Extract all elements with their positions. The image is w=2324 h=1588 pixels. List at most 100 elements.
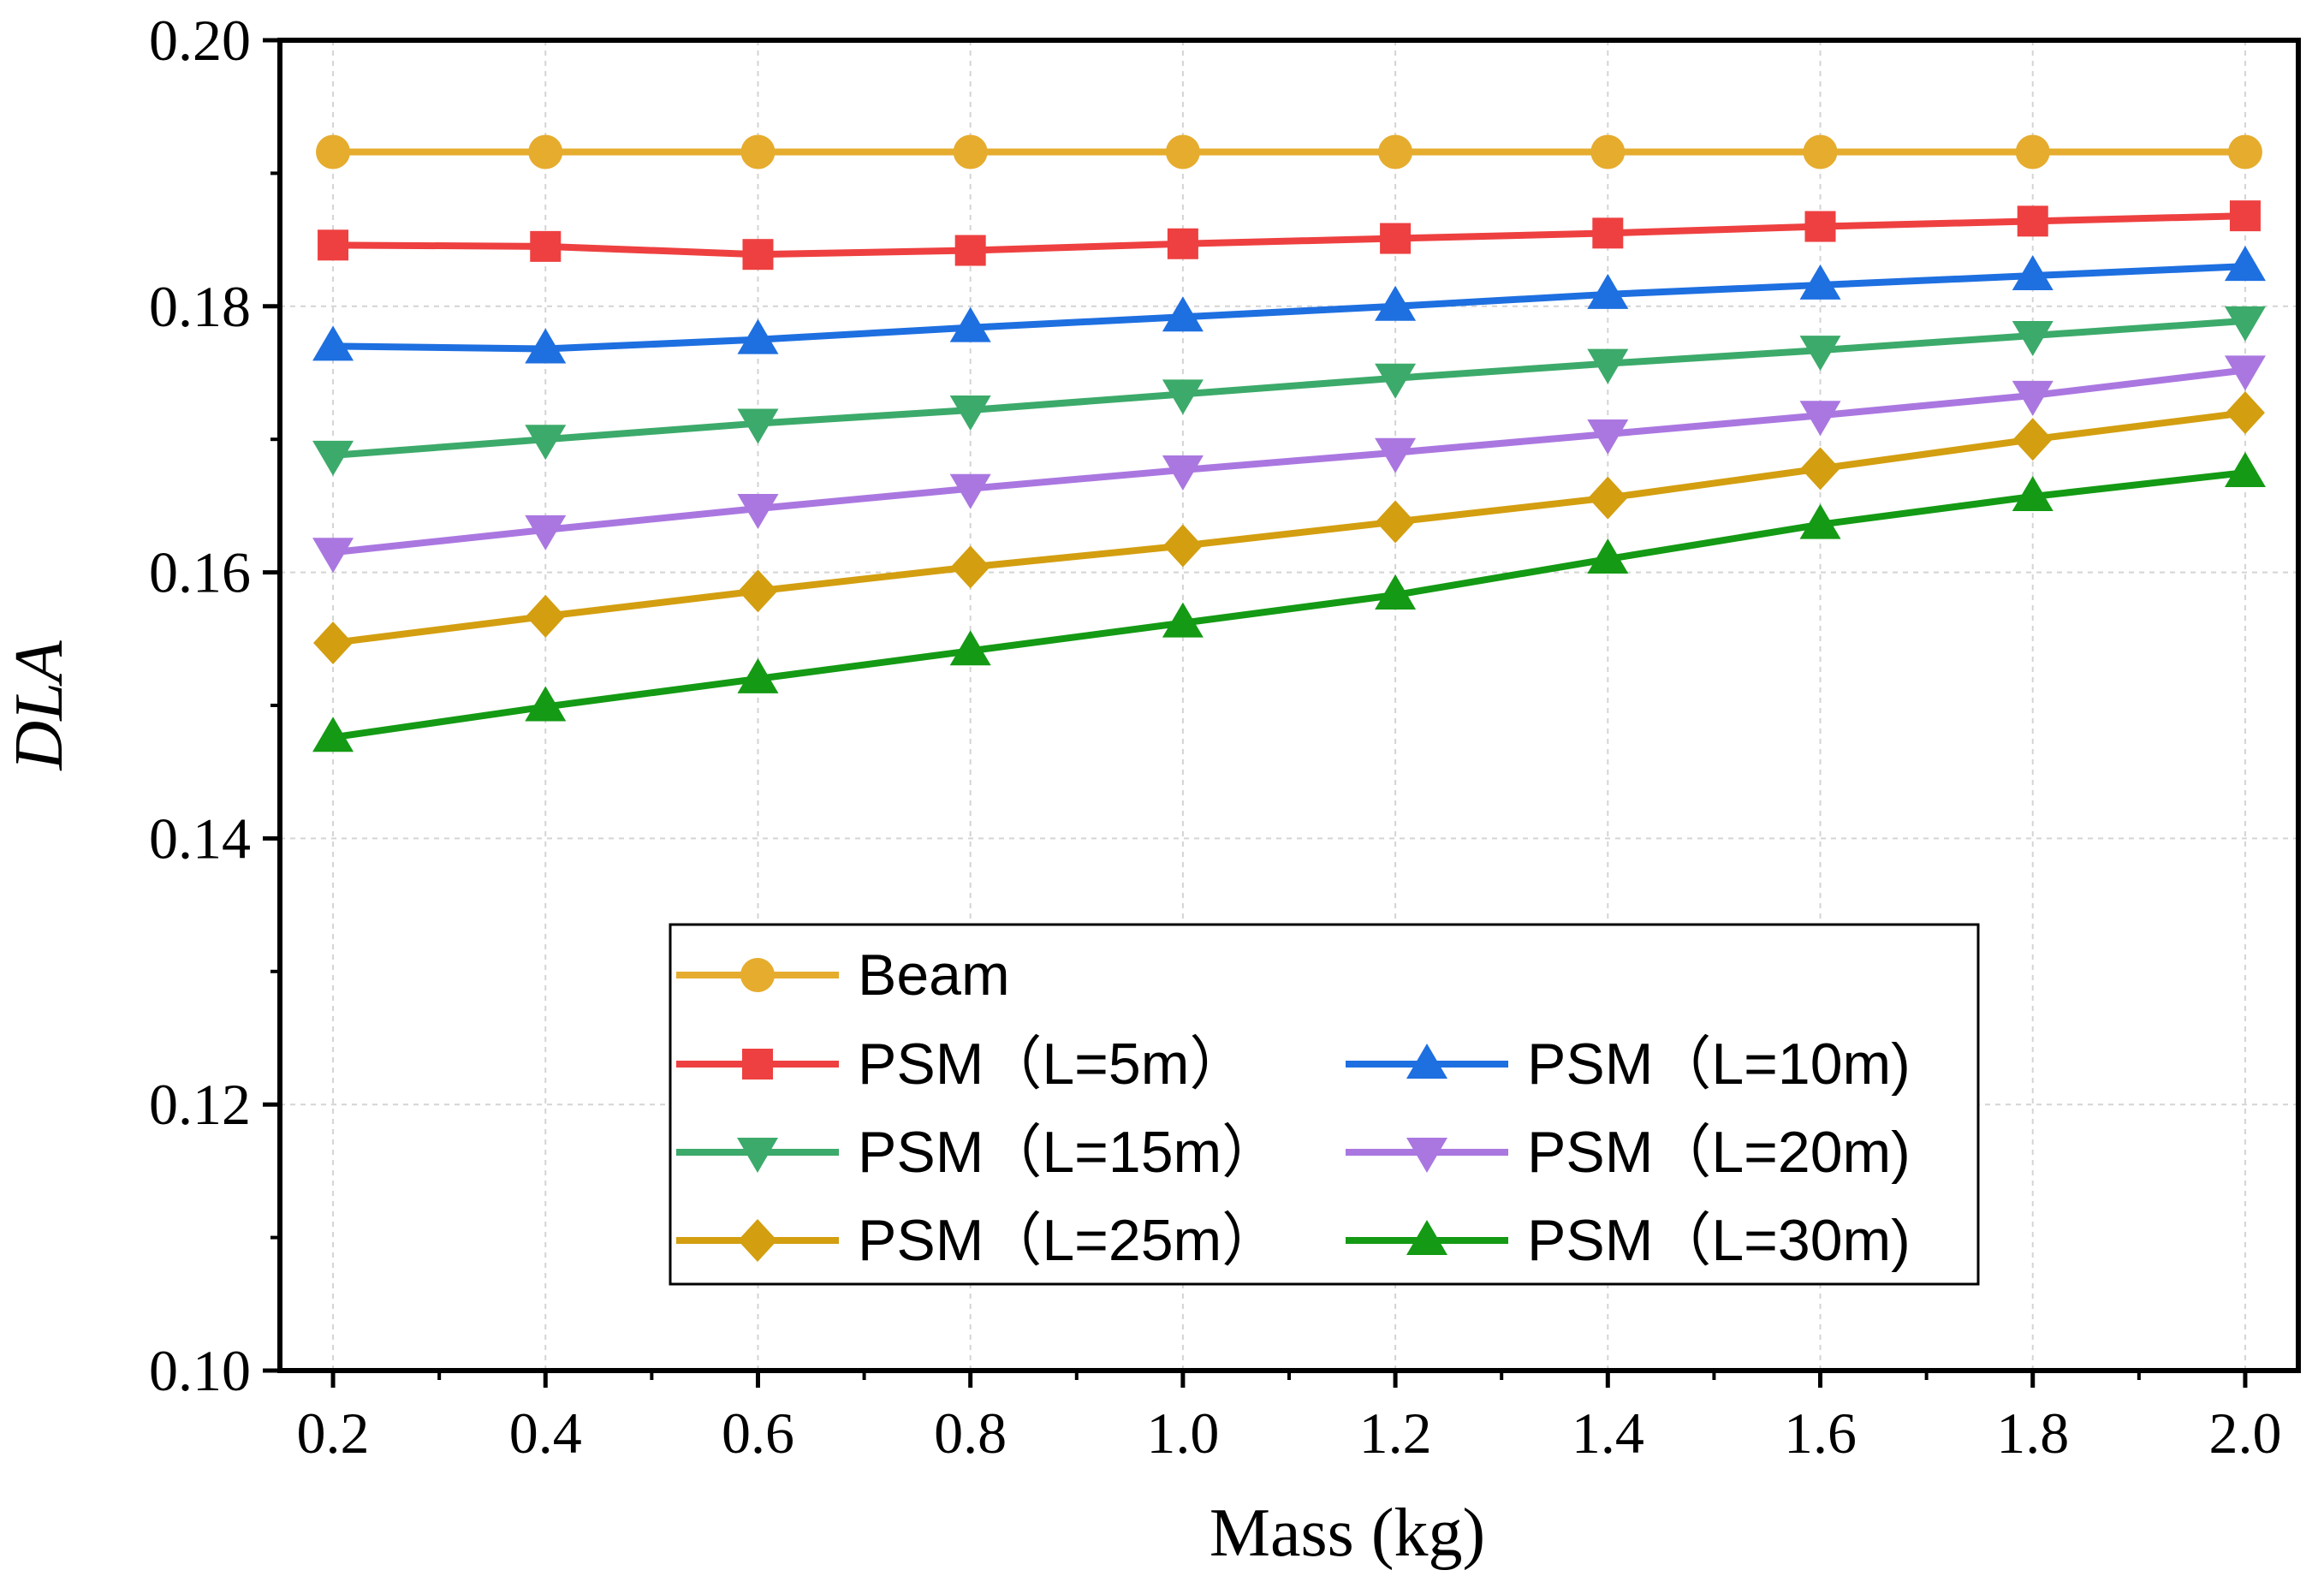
x-tick-label: 0.4 [509, 1401, 582, 1466]
legend-marker [740, 958, 775, 992]
series-line [332, 409, 2246, 646]
data-point [1800, 447, 1840, 491]
legend-marker [1406, 1138, 1447, 1173]
x-tick-label: 1.8 [1996, 1401, 2069, 1466]
data-point [1590, 134, 1626, 170]
data-point [949, 473, 991, 509]
series-7 [312, 452, 2266, 752]
data-point [2012, 255, 2054, 291]
series-6 [313, 391, 2265, 664]
data-point [2017, 205, 2048, 237]
data-point [1799, 264, 1841, 300]
data-point [737, 657, 779, 693]
y-tick-label: 0.18 [149, 274, 251, 339]
data-point [1375, 285, 1417, 321]
data-point [737, 494, 779, 530]
data-point [953, 134, 988, 170]
legend-marker [1406, 1044, 1447, 1079]
x-tick-label: 0.8 [934, 1401, 1007, 1466]
series-line [333, 212, 2246, 259]
data-point [1588, 476, 1628, 520]
data-point [1799, 401, 1841, 437]
data-point [1162, 379, 1204, 415]
data-point [316, 134, 351, 170]
y-tick-label: 0.10 [149, 1338, 251, 1403]
data-point [1587, 348, 1629, 384]
legend-box [669, 923, 1980, 1286]
data-point [1162, 455, 1204, 491]
data-point [2227, 134, 2262, 170]
legend-entry: Beam [676, 943, 1010, 1008]
data-point [2224, 246, 2266, 282]
data-point [950, 545, 990, 589]
x-tick-label: 2.0 [2208, 1401, 2281, 1466]
legend-label: Beam [858, 943, 1010, 1008]
data-point [1162, 524, 1203, 568]
x-tick-label: 1.0 [1146, 1401, 1219, 1466]
data-point [949, 630, 991, 666]
data-point [1375, 437, 1417, 473]
data-point [949, 396, 991, 431]
y-tick-label: 0.12 [149, 1072, 251, 1137]
data-point [1587, 538, 1629, 574]
data-point [1380, 223, 1412, 254]
data-point [2012, 418, 2053, 461]
data-point [318, 229, 349, 261]
series-line [333, 263, 2246, 353]
data-point [1803, 134, 1838, 170]
legend-label: PSM（L=25m） [858, 1208, 1280, 1273]
legend-marker [738, 1219, 777, 1262]
data-point [737, 408, 779, 444]
data-point [2224, 355, 2266, 391]
legend-entry: PSM（L=30m) [1346, 1208, 1911, 1273]
data-point [954, 235, 986, 266]
data-point [526, 594, 566, 638]
legend-label: PSM（L=15m） [858, 1120, 1280, 1185]
series-line [332, 317, 2246, 459]
x-tick-label: 0.2 [297, 1401, 370, 1466]
data-point [2225, 391, 2265, 435]
legend-entry: PSM（L=5m） [676, 1032, 1247, 1097]
data-point [1587, 419, 1629, 455]
data-point [1167, 228, 1198, 259]
series-4 [312, 306, 2266, 476]
legend-label: PSM（L=10m) [1527, 1032, 1911, 1097]
data-point [525, 328, 567, 364]
data-point [525, 686, 567, 722]
data-point [742, 239, 774, 271]
data-point [740, 134, 776, 170]
data-point [2012, 380, 2054, 416]
legend-entry: PSM（L=15m） [676, 1120, 1280, 1185]
legend-entry: PSM（L=25m） [676, 1208, 1280, 1273]
series-5 [312, 355, 2266, 574]
legend-entry: PSM（L=10m) [1346, 1032, 1911, 1097]
data-point [1592, 217, 1624, 249]
x-tick-label: 1.6 [1784, 1401, 1857, 1466]
legend: Beam PSM（L=5m） PSM（L=10m) PSM（L=15m） PSM（L=2… [669, 923, 1980, 1286]
series-lines [312, 134, 2266, 752]
data-point [1375, 363, 1417, 399]
data-point [1378, 134, 1413, 170]
series-3 [312, 246, 2266, 364]
data-point [2229, 200, 2261, 232]
data-point [737, 318, 779, 354]
y-tick-label: 0.20 [149, 8, 251, 73]
legend-label: PSM（L=5m） [858, 1032, 1247, 1097]
data-point [2012, 476, 2054, 512]
legend-marker [1406, 1220, 1447, 1255]
data-point [1587, 273, 1629, 309]
legend-entry: PSM（L=20m) [1346, 1120, 1911, 1185]
series-line [332, 469, 2246, 741]
series-2 [318, 200, 2261, 271]
x-tick-label: 1.4 [1572, 1401, 1644, 1466]
x-tick-label: 0.6 [722, 1401, 794, 1466]
data-point [2224, 306, 2266, 342]
data-point [1804, 211, 1836, 242]
x-tick-label: 1.2 [1359, 1401, 1432, 1466]
axis-ticks: 0.2 0.4 0.6 0.8 1.0 1.2 1.4 1.6 1.8 2.0 0.10 0.12 0.… [149, 8, 2281, 1466]
x-axis-title: Mass (kg) [1210, 1496, 1485, 1571]
data-point [1162, 602, 1204, 638]
data-point [525, 425, 567, 461]
data-point [1375, 574, 1417, 610]
